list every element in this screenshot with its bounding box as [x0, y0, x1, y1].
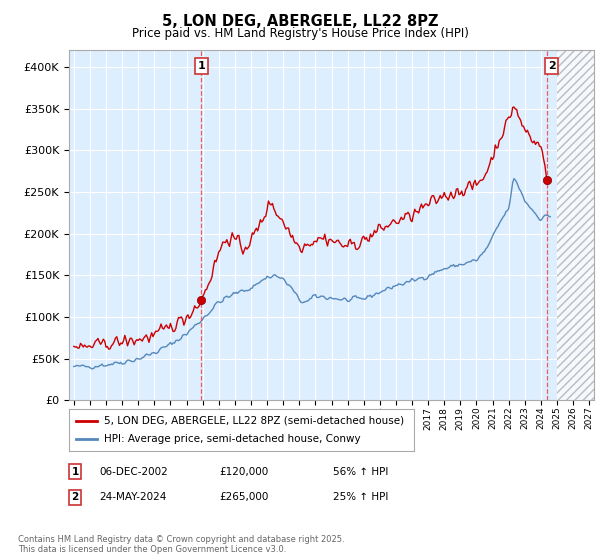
Text: 06-DEC-2002: 06-DEC-2002: [99, 466, 168, 477]
Text: 56% ↑ HPI: 56% ↑ HPI: [333, 466, 388, 477]
Text: Price paid vs. HM Land Registry's House Price Index (HPI): Price paid vs. HM Land Registry's House …: [131, 27, 469, 40]
Bar: [557, 50, 594, 400]
Text: 1: 1: [71, 466, 79, 477]
Text: 1: 1: [197, 61, 205, 71]
Text: 5, LON DEG, ABERGELE, LL22 8PZ: 5, LON DEG, ABERGELE, LL22 8PZ: [162, 14, 438, 29]
Text: 5, LON DEG, ABERGELE, LL22 8PZ (semi-detached house): 5, LON DEG, ABERGELE, LL22 8PZ (semi-det…: [104, 416, 404, 426]
Bar: [557, 50, 594, 400]
Text: 2: 2: [71, 492, 79, 502]
Text: 2: 2: [548, 61, 556, 71]
Text: 24-MAY-2024: 24-MAY-2024: [99, 492, 166, 502]
Text: 25% ↑ HPI: 25% ↑ HPI: [333, 492, 388, 502]
Text: £120,000: £120,000: [219, 466, 268, 477]
Text: HPI: Average price, semi-detached house, Conwy: HPI: Average price, semi-detached house,…: [104, 434, 360, 444]
Text: £265,000: £265,000: [219, 492, 268, 502]
Text: Contains HM Land Registry data © Crown copyright and database right 2025.
This d: Contains HM Land Registry data © Crown c…: [18, 535, 344, 554]
